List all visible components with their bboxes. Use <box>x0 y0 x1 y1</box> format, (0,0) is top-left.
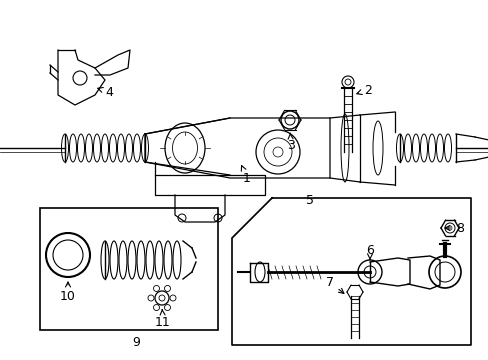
Text: 11: 11 <box>155 310 170 328</box>
Text: 1: 1 <box>241 166 250 185</box>
Text: 8: 8 <box>444 221 463 234</box>
Text: 6: 6 <box>366 243 373 260</box>
Text: 4: 4 <box>98 86 113 99</box>
Bar <box>40 208 218 330</box>
Text: 3: 3 <box>286 133 294 152</box>
Text: 5: 5 <box>305 194 313 207</box>
Text: 2: 2 <box>356 84 371 96</box>
Text: 10: 10 <box>60 282 76 303</box>
Text: 7: 7 <box>325 275 343 293</box>
Text: 9: 9 <box>132 336 140 348</box>
